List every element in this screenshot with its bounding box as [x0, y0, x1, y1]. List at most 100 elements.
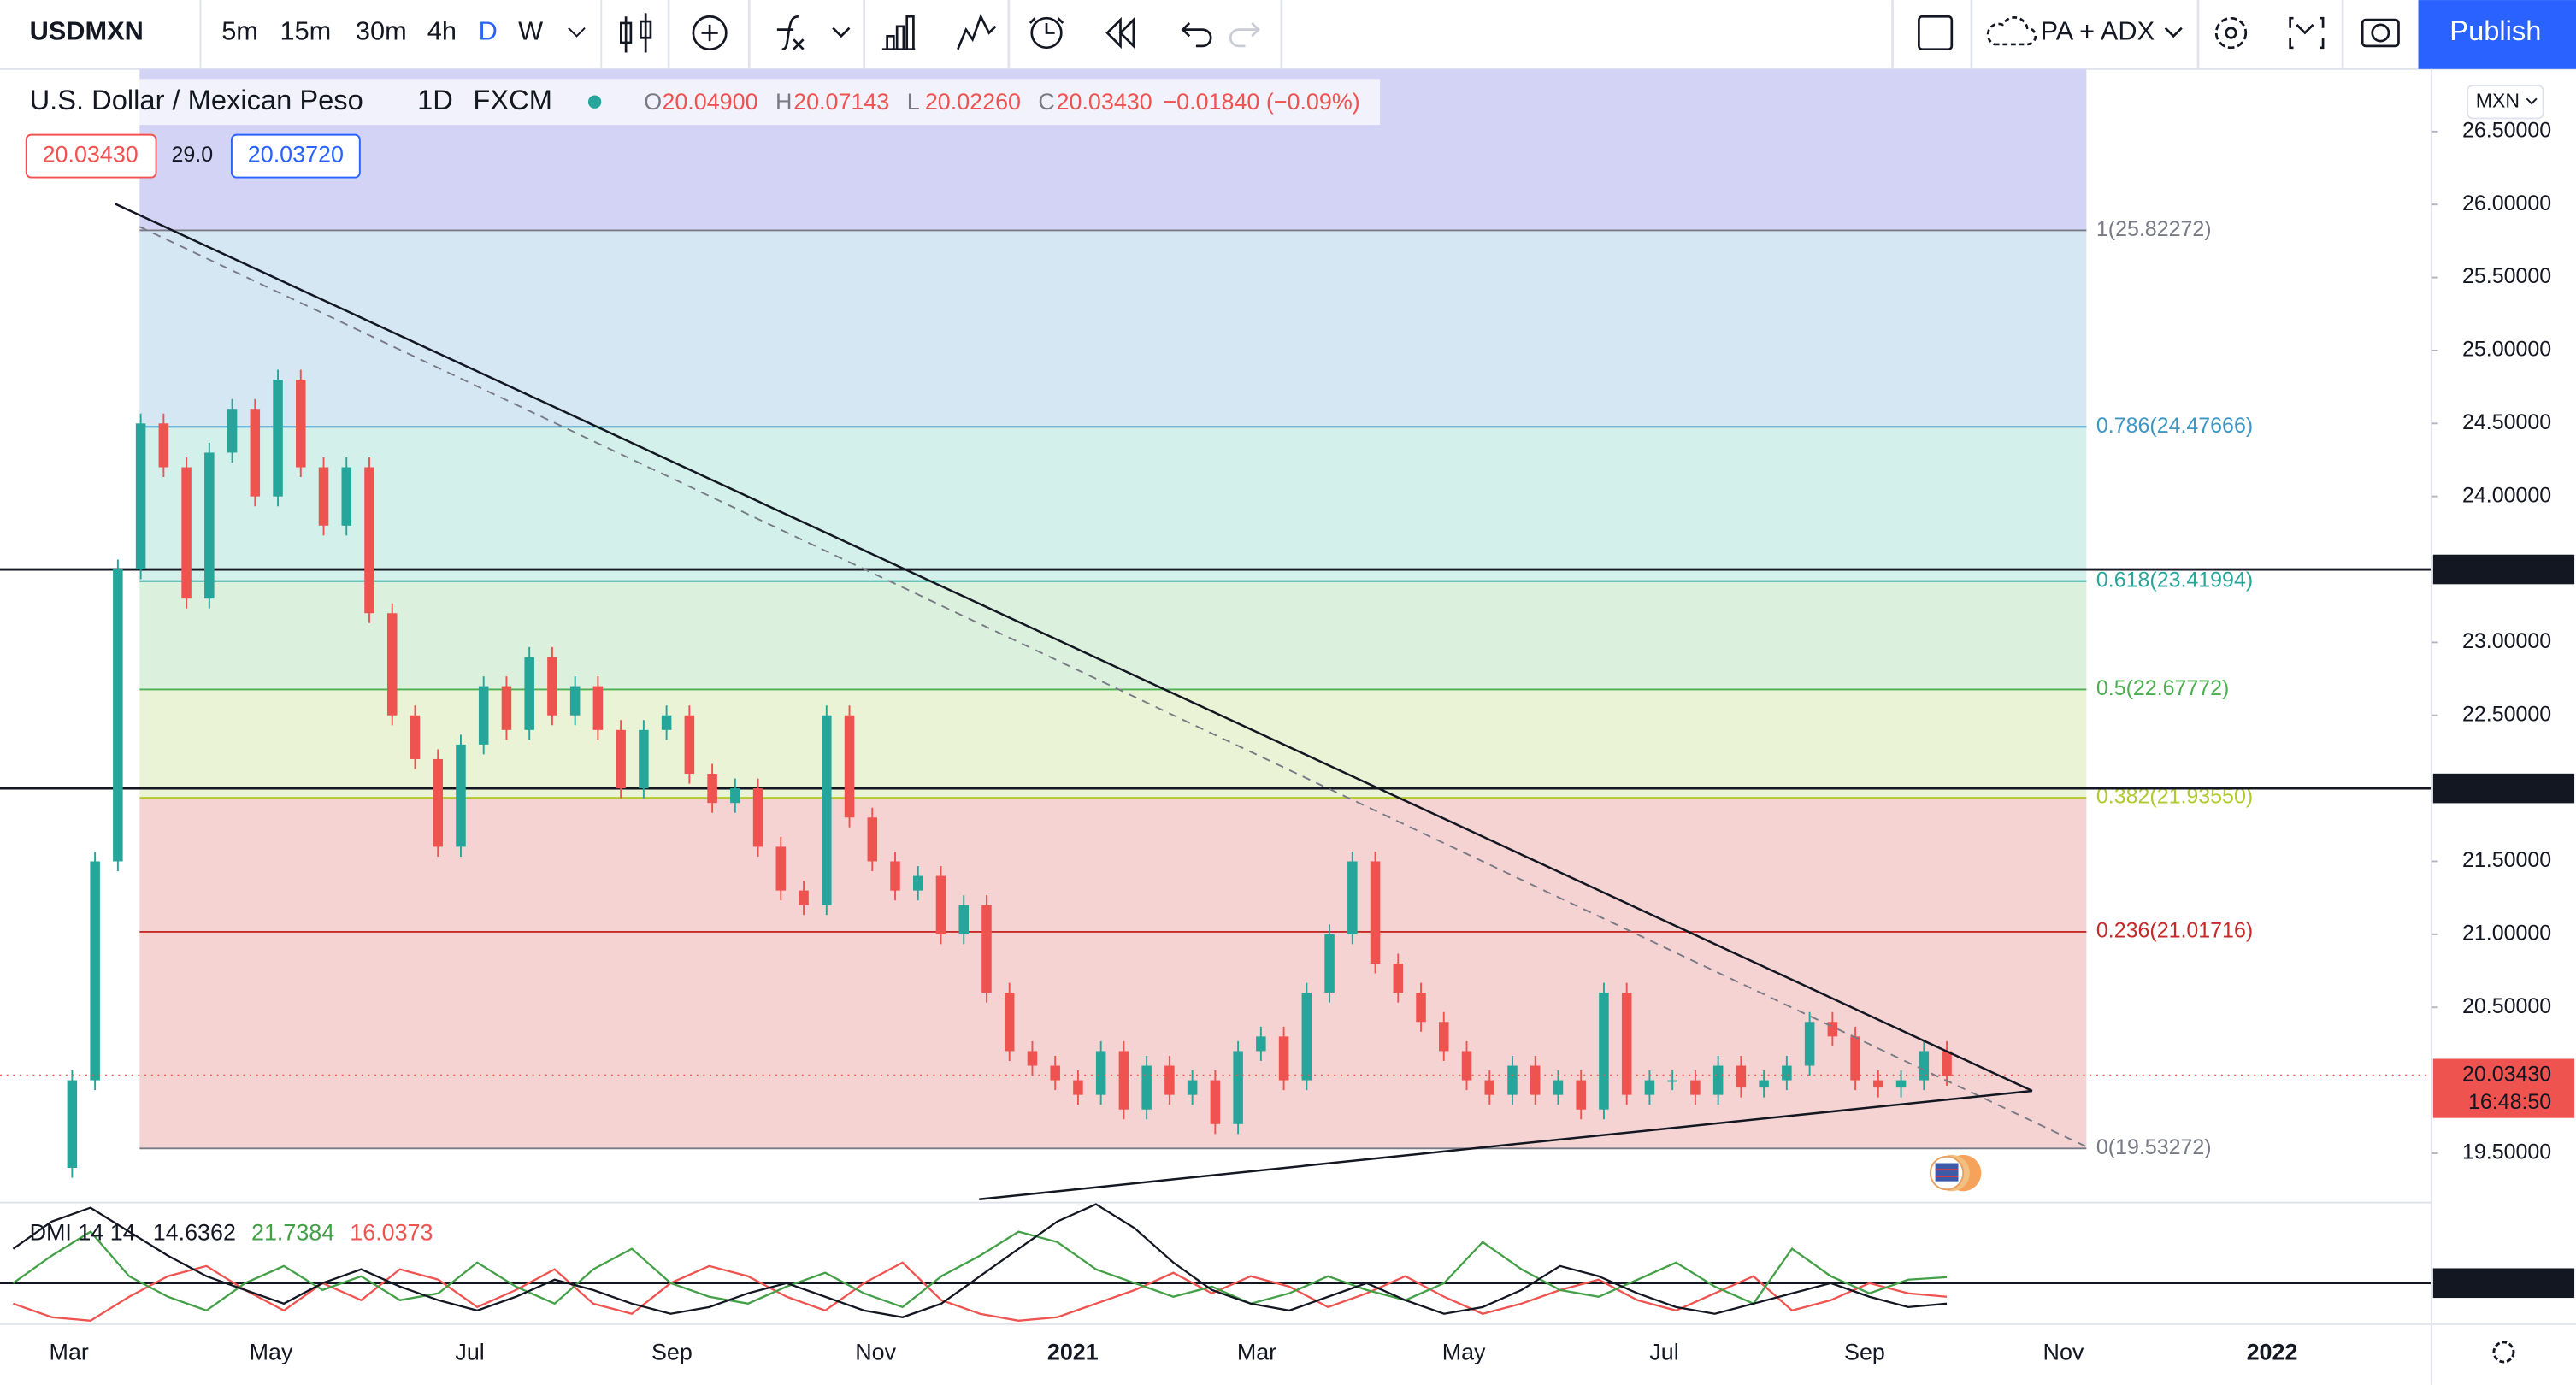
toolbar: USDMXN 5m 15m 30m 4h D W	[0, 0, 2576, 70]
candle	[1050, 1065, 1060, 1081]
currency-box[interactable]	[2467, 85, 2544, 120]
alert-hands	[1029, 17, 1064, 34]
trendline-lower	[979, 1089, 2033, 1201]
symbol[interactable]: USDMXN	[30, 16, 144, 46]
publish-button[interactable]	[2418, 0, 2576, 69]
candle	[1712, 1065, 1724, 1095]
redo-icon[interactable]	[1229, 22, 1260, 48]
candle	[364, 467, 374, 614]
candle	[135, 423, 146, 570]
candle	[752, 788, 763, 847]
candle	[661, 715, 672, 730]
indicators-dropdown[interactable]	[832, 27, 851, 38]
bid: 20.03430	[43, 142, 139, 168]
candle	[1461, 1051, 1472, 1081]
ohlc-key: O	[644, 89, 662, 115]
fib-label: 0.618(23.41994)	[2096, 568, 2253, 592]
fib-label: 0.786(24.47666)	[2096, 414, 2253, 438]
x-tick-label: Mar	[1237, 1340, 1276, 1365]
snapshot-lens	[2371, 23, 2390, 43]
compare-plus	[701, 24, 718, 42]
replay-icon[interactable]	[1105, 16, 1135, 50]
fib-zone	[139, 230, 2087, 427]
axis-settings[interactable]	[2492, 1341, 2515, 1364]
currency: MXN	[2476, 89, 2520, 111]
dmi-plus: 21.7384	[251, 1219, 334, 1245]
ask: 20.03720	[248, 142, 344, 168]
price-axis: 23.50000 22.00000 26.50000 26.00000 25.50000…	[2431, 85, 2575, 1164]
last-price-label: 20.03430	[2462, 1062, 2551, 1086]
dmi-level-tag	[2432, 1268, 2575, 1299]
candle	[1027, 1051, 1038, 1066]
x-tick-label: Jul	[1649, 1340, 1678, 1365]
fib-zone	[139, 798, 2087, 932]
legend-title: U.S. Dollar / Mexican Peso	[30, 84, 363, 115]
candle	[1187, 1080, 1198, 1095]
legend-interval: 1D	[417, 84, 453, 115]
snapshot-icon[interactable]	[2361, 18, 2400, 48]
template-dropdown[interactable]	[2164, 27, 2183, 38]
candle	[822, 715, 832, 905]
cloud-icon[interactable]	[1986, 16, 2037, 46]
ohlc-value: 20.07143	[793, 89, 889, 115]
dmi-title: DMI 14 14	[30, 1219, 136, 1245]
candle	[1484, 1080, 1495, 1095]
last-price-tag	[2432, 1058, 2575, 1118]
price-pane: 1(25.82272) 0.786(24.47666) 0.618(23.41994…	[0, 68, 2432, 1178]
candle	[1873, 1080, 1883, 1088]
bid-box[interactable]	[25, 133, 157, 179]
candle	[296, 380, 306, 468]
candle	[386, 613, 398, 716]
interval[interactable]: 30m	[356, 16, 407, 46]
undo-icon[interactable]	[1181, 22, 1212, 48]
interval[interactable]: W	[518, 16, 543, 46]
us-flag-stripes	[1935, 1169, 1959, 1177]
candle	[1850, 1036, 1860, 1081]
candle	[844, 715, 855, 818]
drawings	[114, 203, 2087, 1201]
alert-chart-icon[interactable]	[957, 13, 997, 50]
legend: U.S. Dollar / Mexican Peso 1D FXCM O 20.0…	[16, 79, 1381, 179]
spread: 29.0	[172, 143, 214, 167]
indicator-template[interactable]: PA + ADX	[2041, 16, 2155, 46]
compare-icon[interactable]	[692, 15, 728, 51]
x-tick-label: Jul	[455, 1340, 484, 1365]
candle	[1370, 861, 1381, 964]
y-tick-label: 20.50000	[2462, 994, 2551, 1018]
settings-icon[interactable]	[2214, 16, 2248, 50]
layout-icon[interactable]	[1918, 15, 1954, 51]
ask-box[interactable]	[230, 133, 361, 179]
market-status[interactable]	[587, 95, 602, 109]
fullscreen-icon[interactable]	[2289, 16, 2325, 50]
candle	[1736, 1065, 1747, 1088]
fib-label: 0.5(22.67772)	[2096, 676, 2229, 700]
interval[interactable]: 5m	[221, 16, 258, 46]
alert-icon[interactable]	[1030, 16, 1063, 50]
candle	[775, 846, 787, 891]
candle	[1507, 1065, 1518, 1095]
candle	[204, 452, 215, 599]
ohlc-value: 20.04900	[662, 89, 757, 115]
x-tick-label: 2022	[2247, 1340, 2298, 1365]
candle	[1690, 1080, 1701, 1095]
candle	[1210, 1080, 1221, 1124]
candle	[1576, 1080, 1586, 1110]
indicators-icon[interactable]	[776, 15, 805, 51]
candle	[684, 715, 695, 775]
candle	[1759, 1080, 1769, 1088]
interval[interactable]: D	[479, 16, 498, 46]
candle	[1827, 1022, 1838, 1037]
interval[interactable]: 15m	[280, 16, 332, 46]
chart-type-icon[interactable]	[620, 13, 652, 53]
interval-dropdown[interactable]	[568, 27, 586, 38]
candle	[341, 467, 352, 526]
templates-icon[interactable]	[881, 15, 916, 51]
y-tick-label: 25.50000	[2462, 264, 2551, 288]
candle	[501, 686, 512, 730]
candle	[569, 686, 581, 716]
dmi-pane: 20.0000 DMI 14 14 14.6362 21.7384 16.0373	[0, 1203, 2575, 1322]
x-tick-label: Mar	[50, 1340, 89, 1365]
fib-zone	[139, 689, 2087, 799]
interval[interactable]: 4h	[427, 16, 457, 46]
candle	[1301, 993, 1312, 1081]
